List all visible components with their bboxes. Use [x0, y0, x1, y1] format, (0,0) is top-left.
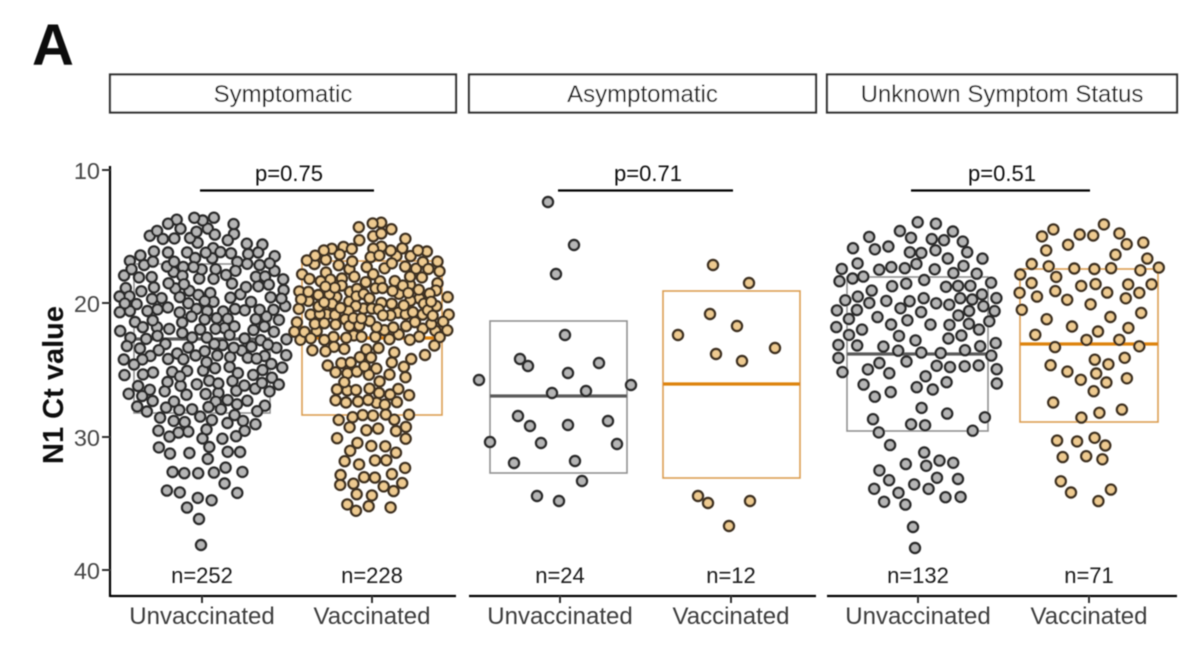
svg-text:N1 Ct value: N1 Ct value — [38, 306, 70, 464]
svg-text:30: 30 — [74, 425, 100, 451]
svg-text:Vaccinated: Vaccinated — [673, 603, 790, 630]
svg-text:n=132: n=132 — [887, 563, 949, 588]
svg-text:Asymptomatic: Asymptomatic — [567, 81, 718, 108]
svg-text:20: 20 — [74, 291, 100, 317]
svg-text:n=24: n=24 — [535, 563, 585, 588]
svg-text:Vaccinated: Vaccinated — [314, 603, 431, 630]
svg-text:40: 40 — [74, 558, 100, 584]
svg-text:p=0.75: p=0.75 — [255, 161, 323, 186]
svg-text:n=71: n=71 — [1064, 563, 1114, 588]
svg-text:n=12: n=12 — [706, 563, 756, 588]
svg-text:Symptomatic: Symptomatic — [214, 81, 353, 108]
svg-text:n=228: n=228 — [341, 563, 403, 588]
svg-text:Unknown Symptom Status: Unknown Symptom Status — [861, 81, 1144, 108]
svg-text:p=0.71: p=0.71 — [614, 161, 682, 186]
svg-text:A: A — [32, 13, 74, 78]
svg-text:Unvaccinated: Unvaccinated — [845, 603, 990, 630]
svg-text:Unvaccinated: Unvaccinated — [487, 603, 632, 630]
svg-text:Unvaccinated: Unvaccinated — [129, 603, 274, 630]
svg-text:10: 10 — [74, 158, 100, 184]
svg-text:p=0.51: p=0.51 — [968, 161, 1036, 186]
svg-text:Vaccinated: Vaccinated — [1031, 603, 1148, 630]
svg-text:n=252: n=252 — [171, 563, 233, 588]
